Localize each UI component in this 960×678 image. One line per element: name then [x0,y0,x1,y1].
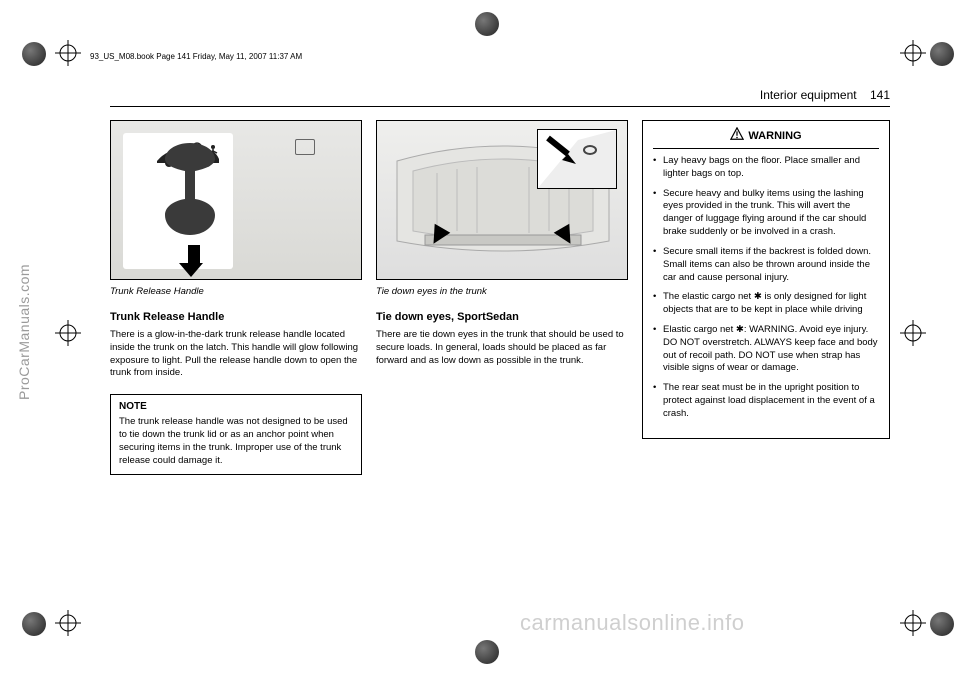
column-3: WARNING Lay heavy bags on the floor. Pla… [642,120,890,475]
side-brand: ProCarManuals.com [16,264,32,400]
warning-label: WARNING [748,130,801,142]
registration-dot-icon [475,640,499,664]
down-arrow-icon [185,245,203,277]
registration-dot-icon [930,42,954,66]
figure-caption: Tie down eyes in the trunk [376,286,628,297]
warning-triangle-icon [730,127,744,144]
note-box: NOTE The trunk release handle was not de… [110,394,362,474]
list-item: The elastic cargo net ✱ is only designed… [653,291,879,317]
heading-tie-down: Tie down eyes, SportSedan [376,311,628,323]
registration-dot-icon [475,12,499,36]
header-rule [110,106,890,107]
registration-dot-icon [930,612,954,636]
registration-dot-icon [22,612,46,636]
crop-mark-icon [900,610,926,636]
body-text: There are tie down eyes in the trunk tha… [376,329,628,367]
crop-mark-icon [900,320,926,346]
body-text: There is a glow-in-the-dark trunk releas… [110,329,362,380]
list-item: The rear seat must be in the upright pos… [653,382,879,420]
heading-trunk-release: Trunk Release Handle [110,311,362,323]
warning-box: WARNING Lay heavy bags on the floor. Pla… [642,120,890,439]
handle-icon [165,143,215,243]
figure-trunk-release [110,120,362,280]
inset-detail [537,129,617,189]
warning-list: Lay heavy bags on the floor. Place small… [653,155,879,421]
section-name: Interior equipment [760,88,857,102]
page-number: 141 [870,88,890,102]
list-item: Elastic cargo net ✱: WARNING. Avoid eye … [653,324,879,375]
note-body: The trunk release handle was not designe… [119,416,353,467]
crop-mark-icon [55,40,81,66]
watermark: carmanualsonline.info [520,610,745,636]
column-1: Trunk Release Handle Trunk Release Handl… [110,120,362,475]
crop-mark-icon [900,40,926,66]
content-columns: Trunk Release Handle Trunk Release Handl… [110,120,890,475]
warning-header: WARNING [653,127,879,149]
registration-dot-icon [22,42,46,66]
list-item: Secure small items if the backrest is fo… [653,246,879,284]
crop-mark-icon [55,610,81,636]
note-title: NOTE [119,401,353,412]
list-item: Lay heavy bags on the floor. Place small… [653,155,879,181]
list-item: Secure heavy and bulky items using the l… [653,188,879,239]
figure-tie-down [376,120,628,280]
column-2: Tie down eyes in the trunk Tie down eyes… [376,120,628,475]
printer-header: 93_US_M08.book Page 141 Friday, May 11, … [90,52,302,61]
crop-mark-icon [55,320,81,346]
figure-caption: Trunk Release Handle [110,286,362,297]
page-header: Interior equipment 141 [760,88,890,102]
